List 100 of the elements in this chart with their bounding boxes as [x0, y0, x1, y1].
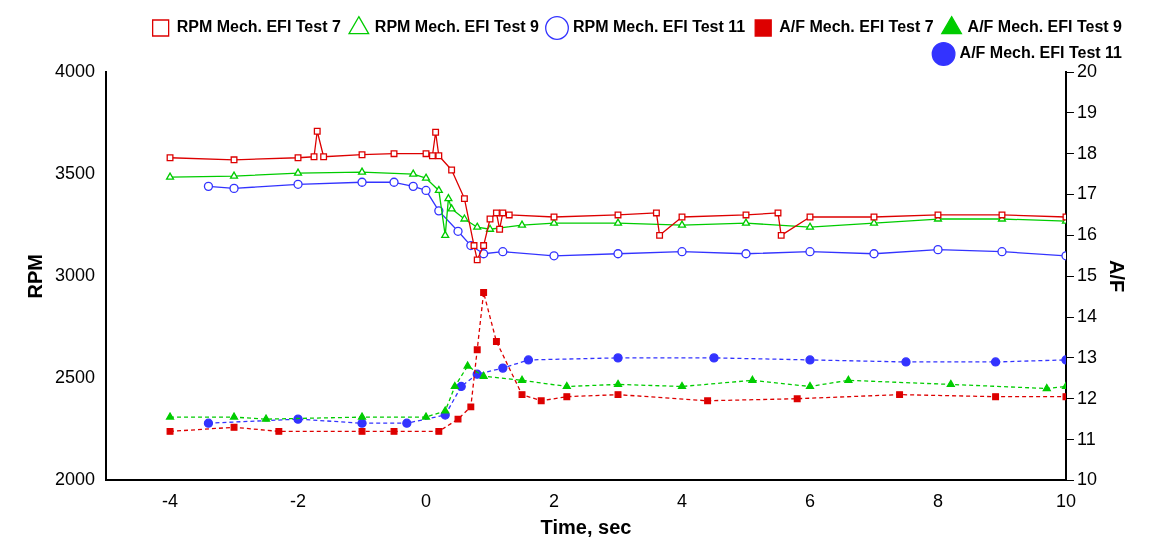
- point: [450, 381, 459, 390]
- legend-label: RPM Mech. EFI Test 7: [176, 18, 341, 36]
- point: [409, 169, 418, 177]
- point: [408, 181, 418, 191]
- point: [165, 172, 175, 180]
- point: [537, 397, 545, 405]
- point: [480, 242, 488, 250]
- point: [203, 418, 214, 428]
- point: [357, 412, 367, 420]
- point: [165, 412, 175, 420]
- x-tick-label: 10: [1055, 491, 1076, 512]
- point: [844, 375, 853, 383]
- point: [358, 151, 366, 159]
- legend-label: RPM Mech. EFI Test 9: [374, 18, 540, 36]
- point: [613, 353, 623, 363]
- point: [505, 211, 513, 219]
- point: [805, 381, 815, 390]
- point: [166, 427, 174, 435]
- point: [432, 128, 440, 136]
- point: [389, 177, 399, 187]
- point: [496, 225, 504, 233]
- point: [357, 177, 367, 187]
- point: [310, 153, 318, 161]
- point: [293, 168, 303, 176]
- point: [517, 220, 527, 228]
- point: [402, 418, 412, 428]
- y-tick-label: 2000: [55, 469, 96, 490]
- point: [473, 346, 481, 354]
- point: [467, 403, 475, 411]
- point: [390, 427, 398, 435]
- point: [421, 173, 431, 181]
- point: [709, 353, 719, 363]
- point: [444, 193, 453, 202]
- point: [421, 185, 431, 196]
- point: [435, 427, 443, 435]
- point: [294, 154, 302, 162]
- y2-tick-label: 13: [1076, 346, 1098, 367]
- y-tick-label: 3500: [55, 163, 96, 184]
- point: [997, 247, 1007, 257]
- point: [463, 361, 472, 369]
- point: [946, 379, 955, 388]
- point: [652, 209, 660, 217]
- point: [229, 171, 239, 179]
- point: [933, 245, 943, 255]
- point: [613, 379, 623, 388]
- point: [480, 289, 488, 297]
- y2-tick-label: 17: [1076, 183, 1098, 204]
- y-tick-label: 3000: [55, 265, 96, 286]
- point: [523, 355, 534, 365]
- point: [313, 127, 321, 135]
- x-axis-title: Time, sec: [540, 515, 632, 538]
- point: [358, 427, 366, 435]
- point: [460, 195, 468, 203]
- point: [498, 363, 508, 373]
- point: [549, 218, 559, 226]
- x-tick-label: -4: [162, 491, 179, 512]
- point: [492, 338, 500, 346]
- y2-tick-label: 16: [1076, 224, 1098, 245]
- point: [229, 183, 239, 194]
- point: [453, 226, 463, 236]
- point: [499, 209, 507, 217]
- point: [473, 256, 481, 264]
- point: [1042, 383, 1051, 392]
- legend-label: RPM Mech. EFI Test 11: [573, 18, 746, 36]
- point: [456, 381, 466, 392]
- point: [435, 152, 443, 160]
- point: [741, 218, 751, 226]
- point: [805, 247, 815, 257]
- point: [460, 214, 469, 222]
- point: [777, 231, 785, 239]
- point: [677, 220, 687, 228]
- point: [498, 247, 508, 257]
- x-tick-label: 8: [932, 491, 943, 512]
- point: [230, 156, 238, 164]
- point: [422, 150, 430, 158]
- point: [434, 185, 443, 194]
- point: [549, 251, 559, 261]
- point: [805, 222, 815, 230]
- point: [704, 397, 712, 405]
- point: [562, 381, 571, 390]
- point: [166, 154, 174, 162]
- point: [793, 395, 801, 403]
- y-tick-label: 2500: [55, 367, 96, 388]
- legend-label: A/F Mech. EFI Test 9: [967, 18, 1123, 36]
- point: [229, 412, 239, 420]
- x-tick-label: 2: [549, 491, 560, 512]
- point: [357, 418, 367, 428]
- point: [677, 247, 687, 257]
- point: [896, 391, 904, 399]
- y2-tick-label: 10: [1076, 469, 1098, 490]
- point: [447, 204, 456, 212]
- point: [748, 375, 757, 383]
- point: [479, 371, 488, 379]
- point: [805, 355, 815, 365]
- point: [390, 150, 398, 158]
- point: [990, 357, 1001, 367]
- x-tick-label: -2: [290, 491, 307, 512]
- point: [517, 375, 527, 383]
- y2-tick-label: 19: [1076, 101, 1098, 122]
- point: [357, 167, 367, 175]
